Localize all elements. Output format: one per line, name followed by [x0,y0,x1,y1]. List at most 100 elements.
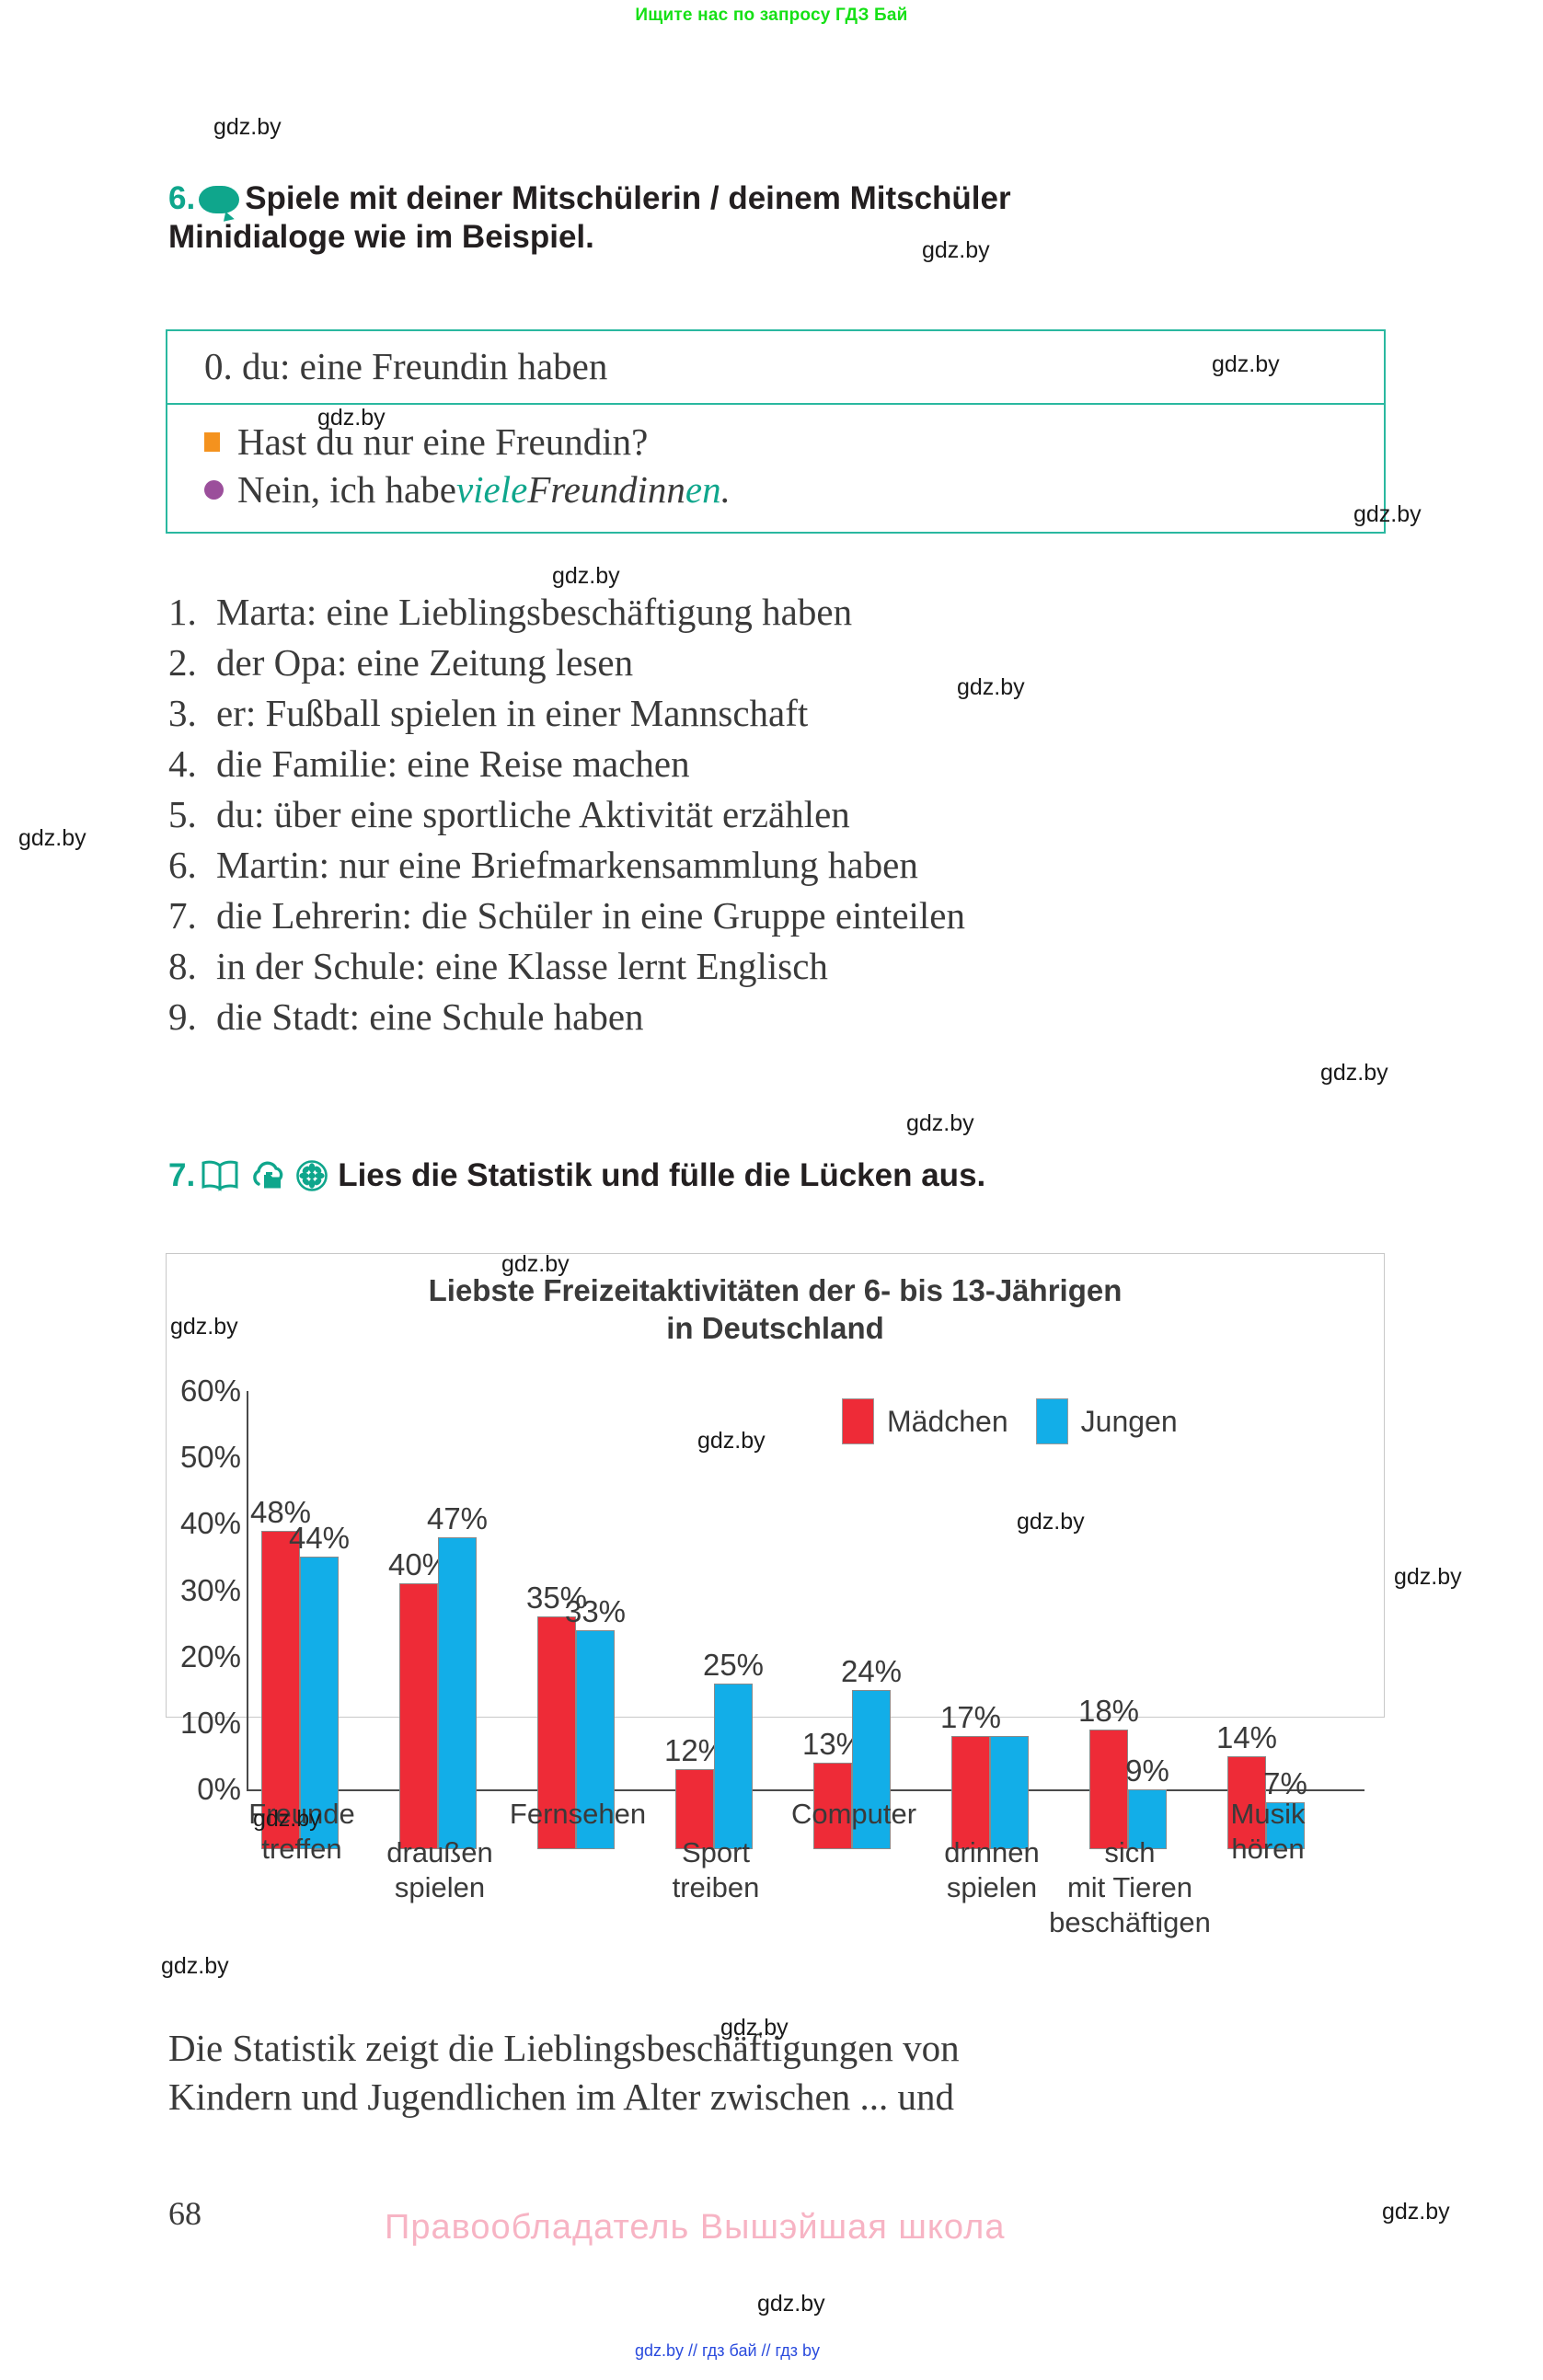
x-axis-category-label: Freunde treffen [248,1797,354,1867]
gdz-watermark: gdz.by [170,1314,238,1339]
legend-label: Jungen [1080,1404,1178,1438]
bar-jungen: 9% [1125,1753,1169,1849]
gdz-watermark: gdz.by [501,1251,570,1277]
bar-jungen: 47% [427,1501,488,1849]
legend-entry: Jungen [1035,1398,1178,1444]
dialog-answer-line: Nein, ich habe viele Freundin n en. [204,467,1384,512]
bar-value-label: 33% [564,1593,627,1628]
gdz-watermark: gdz.by [1394,1564,1462,1590]
x-axis-category-label: drinnen spielen [944,1835,1039,1905]
chart-title-line1: Liebste Freizeitaktivitäten der 6- bis 1… [428,1273,1123,1307]
gdz-watermark: gdz.by [18,825,86,851]
bar-group: 35% 33% [526,1581,626,1849]
bar-group: 18% 9% [1078,1694,1169,1849]
bar-value-label: 18% [1077,1694,1140,1729]
chart-plot-area: 0% 10% 20% 30% 40% 50% 60% 48% 44% 40% 47% 35% 33% 1… [180,1374,1365,1938]
closing-line1: Die Statistik zeigt die Lieblingsbeschäf… [168,2027,960,2069]
y-axis-tick-label: 0% [197,1772,241,1806]
gdz-watermark: gdz.by [757,2291,825,2317]
task-item: 3. er: Fußball spielen in einer Mannschaf… [168,695,1401,732]
x-axis-label-line: spielen [394,1870,486,1903]
bar-jungen: 25% [703,1648,764,1849]
gdz-watermark: gdz.by [253,1806,321,1832]
bar-value-label: 24% [840,1653,903,1688]
cloud-folder-icon [248,1160,286,1191]
task-number: 7. [168,894,197,937]
task-number: 1. [168,591,197,633]
x-axis-label-line: treiben [672,1870,760,1903]
bar-maedchen: 40% [388,1547,449,1849]
task-text: Marta: eine Lieblingsbeschäftigung haben [216,591,853,633]
gdz-watermark: gdz.by [922,237,990,263]
x-axis-category-label: Musik hören [1231,1797,1306,1867]
chart-y-axis-line [247,1391,248,1791]
bar-value-label: 44% [288,1521,351,1556]
bar-maedchen: 48% [250,1495,311,1849]
flower-circle-icon [294,1159,329,1192]
task-text: die Stadt: eine Schule haben [216,995,644,1038]
task-number: 9. [168,995,197,1038]
top-banner: Ищите нас по запросу ГДЗ Бай [635,6,908,25]
y-axis-tick-label: 20% [179,1638,241,1673]
x-axis-category-label: draußen spielen [386,1835,492,1905]
x-axis-category-label: Computer [791,1797,916,1832]
closing-line2: Kindern und Jugendlichen im Alter zwisch… [168,2075,954,2119]
task-number: 8. [168,945,197,987]
bar-value-label: 48% [249,1494,312,1529]
task-item: 1. Marta: eine Lieblingsbeschäftigung hab… [168,593,1401,631]
x-axis-label-line: hören [1231,1832,1305,1865]
page-number: 68 [168,2195,202,2232]
x-axis-label-line: Sport [681,1836,751,1868]
legend-swatch [1035,1398,1068,1444]
gdz-watermark: gdz.by [1320,1060,1388,1086]
x-axis-label-line: Computer [790,1798,917,1830]
bar-group: 12% 25% [664,1648,764,1849]
chart-legend: Mädchen Jungen [842,1398,1178,1444]
bar-jungen: 33% [565,1594,626,1849]
footer-links[interactable]: gdz.by // гдз бай // гдз by [635,2341,821,2360]
speech-bubble-icon [199,186,240,213]
exercise-6-heading: 6. Spiele mit deiner Mitschülerin / deine… [168,179,1392,257]
y-axis-tick-label: 10% [179,1705,241,1740]
task-number: 3. [168,692,197,734]
x-axis-label-line: treffen [261,1832,342,1865]
x-axis-label-line: Freunde [248,1798,355,1830]
bar-group: 17% [940,1700,1029,1849]
bar-maedchen: 18% [1078,1694,1139,1849]
exercise-7-text: Lies die Statistik und fülle die Lücken … [338,1157,986,1193]
bar-jungen: 7% [1263,1766,1307,1849]
x-axis-label-line: draußen [386,1836,493,1868]
answer-italic-n: n [666,468,685,511]
task-number: 6. [168,844,197,886]
task-text: Martin: nur eine Briefmarkensammlung hab… [216,844,918,886]
answer-highlight-viele: viele [455,468,528,511]
example-dialog-lines: Hast du nur eine Freundin? Nein, ich hab… [167,405,1384,532]
bar-maedchen: 14% [1216,1720,1277,1849]
gdz-watermark: gdz.by [1212,351,1280,377]
bar-group: 14% 7% [1216,1720,1307,1849]
chart-title: Liebste Freizeitaktivitäten der 6- bis 1… [166,1271,1385,1348]
bar-value-label: 9% [1125,1753,1169,1788]
answer-italic-freundin: Freundin [527,468,667,511]
statistics-chart-card [166,1253,1385,1718]
exercise-6-number: 6. [168,180,196,216]
task-number: 4. [168,742,197,785]
gdz-watermark: gdz.by [1382,2199,1450,2225]
x-axis-category-label: sich mit Tieren beschäftigen [1049,1835,1211,1939]
x-axis-label-line: drinnen [944,1836,1040,1868]
purple-circle-icon [204,479,224,500]
x-axis-label-line: spielen [946,1870,1038,1903]
task-item: 2. der Opa: eine Zeitung lesen [168,644,1401,682]
example-dialog-box: 0. du: eine Freundin haben Hast du nur e… [166,329,1386,534]
x-axis-label-line: Fernsehen [509,1798,647,1830]
legend-swatch [842,1398,874,1444]
gdz-watermark: gdz.by [552,563,620,589]
task-item: 6. Martin: nur eine Briefmarkensammlung h… [168,846,1401,884]
task-number: 5. [168,793,197,835]
gdz-watermark: gdz.by [697,1428,766,1454]
x-axis-label-line: beschäftigen [1049,1905,1211,1938]
legend-label: Mädchen [887,1404,1008,1438]
task-text: die Familie: eine Reise machen [216,742,690,785]
exercise-7-number: 7. [168,1157,196,1193]
bar-group: 13% 24% [802,1654,902,1849]
